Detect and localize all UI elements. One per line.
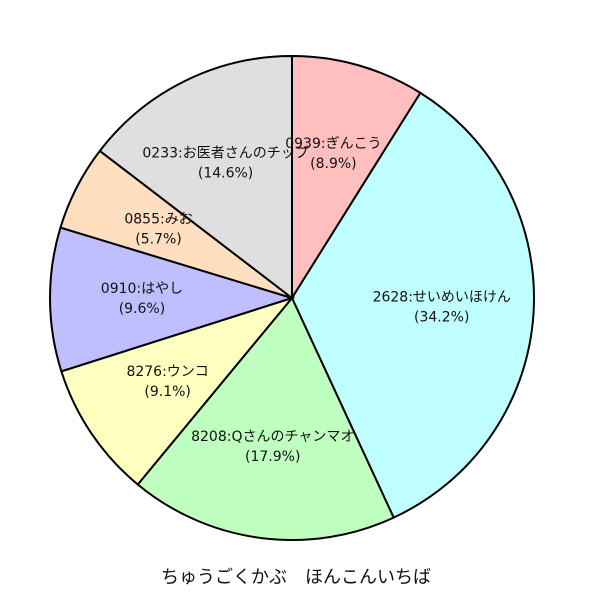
pie-slice bbox=[136, 296, 395, 541]
value-label: (34.2%) bbox=[414, 309, 469, 325]
pie-slice bbox=[60, 296, 295, 486]
pie-slice bbox=[49, 226, 296, 373]
slice-label: 0233:お医者さんのチップ bbox=[142, 145, 308, 161]
pie-slice bbox=[291, 54, 422, 302]
slice-label: 0910:はやし bbox=[101, 281, 183, 297]
value-label: (8.9%) bbox=[310, 156, 357, 172]
value-label: (17.9%) bbox=[245, 449, 300, 465]
slice-label: 2628:せいめいほけん bbox=[373, 289, 511, 305]
value-label: (9.1%) bbox=[144, 384, 191, 400]
value-label: (5.7%) bbox=[135, 231, 182, 247]
chart-title: ちゅうごくかぶ ほんこんいちば bbox=[161, 567, 431, 588]
value-label: (14.6%) bbox=[198, 165, 253, 181]
value-label: (9.6%) bbox=[119, 301, 166, 317]
pie-slice bbox=[98, 54, 293, 301]
slice-label: 0855:みお bbox=[124, 211, 192, 227]
pie-slice bbox=[290, 91, 535, 519]
slice-label: 8276:ウンコ bbox=[126, 364, 208, 380]
slice-label: 8208:Qさんのチャンマオ bbox=[191, 429, 354, 445]
slice-label: 0939:ぎんこう bbox=[285, 136, 381, 152]
